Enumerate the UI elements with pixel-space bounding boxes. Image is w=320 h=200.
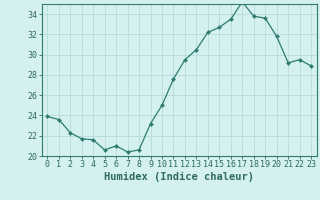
X-axis label: Humidex (Indice chaleur): Humidex (Indice chaleur) [104, 172, 254, 182]
